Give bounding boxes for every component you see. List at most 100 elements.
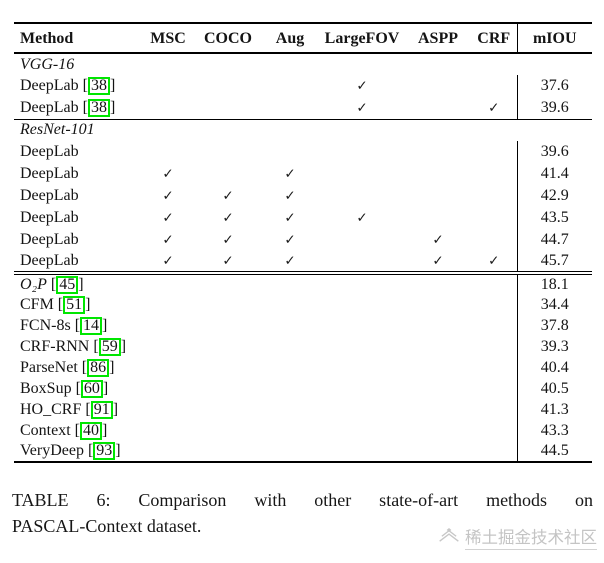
miou-value: 43.5 xyxy=(516,207,592,229)
empty-cell xyxy=(405,273,471,294)
table-row: O₂P [45] 18.1 xyxy=(14,273,592,294)
empty-cell xyxy=(319,229,405,251)
check-mark: ✓ xyxy=(162,253,174,269)
table-row: FCN-8s [14] 37.8 xyxy=(14,315,592,336)
miou-value: 37.8 xyxy=(516,315,592,336)
empty-cell xyxy=(261,357,319,378)
table-row: DeepLab ✓ ✓ ✓ ✓ 43.5 xyxy=(14,207,592,229)
miou-value: 34.4 xyxy=(516,294,592,315)
empty-cell xyxy=(141,315,195,336)
citation-link[interactable]: 51 xyxy=(63,295,86,314)
empty-cell xyxy=(319,399,405,420)
citation-link[interactable]: 14 xyxy=(80,316,103,335)
citation-link[interactable]: 59 xyxy=(98,337,121,356)
empty-cell xyxy=(405,185,471,207)
miou-value: 41.3 xyxy=(516,399,592,420)
method-name: DeepLab xyxy=(20,187,79,204)
method-name: DeepLab xyxy=(20,165,79,182)
empty-cell xyxy=(141,273,195,294)
empty-cell xyxy=(195,163,261,185)
empty-cell xyxy=(141,336,195,357)
empty-cell xyxy=(471,185,517,207)
table-row: DeepLab ✓ ✓ ✓ ✓ 44.7 xyxy=(14,229,592,251)
check-mark: ✓ xyxy=(432,253,444,269)
section-title-row: ResNet-101 xyxy=(14,119,592,141)
table-header: Method MSC COCO Aug LargeFOV ASPP CRF mIOU xyxy=(14,23,592,53)
method-cell: DeepLab [38] xyxy=(20,77,116,95)
method-cell: O₂P [45] xyxy=(20,275,84,294)
empty-cell xyxy=(405,207,471,229)
empty-cell xyxy=(195,357,261,378)
empty-cell xyxy=(471,207,517,229)
check-mark: ✓ xyxy=(162,210,174,226)
check-mark: ✓ xyxy=(356,99,368,116)
empty-cell xyxy=(319,141,405,163)
method-name: Context xyxy=(20,421,71,439)
empty-cell xyxy=(141,357,195,378)
results-table: Method MSC COCO Aug LargeFOV ASPP CRF mIOU VGG-… xyxy=(14,22,592,463)
citation-link[interactable]: 86 xyxy=(87,358,110,377)
miou-value: 45.7 xyxy=(516,251,592,273)
column-header-miou: mIOU xyxy=(516,23,592,53)
empty-cell xyxy=(195,294,261,315)
column-header-largefov: LargeFOV xyxy=(324,30,400,47)
miou-value: 40.5 xyxy=(516,378,592,399)
miou-value: 37.6 xyxy=(516,75,592,97)
table-row: DeepLab ✓ ✓ ✓ ✓ ✓ 45.7 xyxy=(14,251,592,273)
check-mark: ✓ xyxy=(284,210,296,226)
method-cell: DeepLab xyxy=(14,163,141,185)
column-header-method: Method xyxy=(20,30,74,47)
citation-link[interactable]: 91 xyxy=(90,400,113,419)
citation-link[interactable]: 38 xyxy=(87,77,110,95)
check-mark: ✓ xyxy=(488,99,500,116)
section-title-row: VGG-16 xyxy=(14,53,592,75)
empty-cell xyxy=(405,420,471,441)
empty-cell xyxy=(195,97,261,119)
empty-cell xyxy=(319,378,405,399)
empty-cell xyxy=(195,441,261,462)
citation-link[interactable]: 60 xyxy=(80,379,103,398)
empty-cell xyxy=(195,420,261,441)
empty-cell xyxy=(405,315,471,336)
citation-link[interactable]: 93 xyxy=(93,442,116,460)
method-name: O₂P xyxy=(20,275,47,293)
empty-cell xyxy=(319,294,405,315)
method-cell: BoxSup [60] xyxy=(20,379,109,398)
table-row: CRF-RNN [59] 39.3 xyxy=(14,336,592,357)
column-header-aug: Aug xyxy=(275,30,305,47)
table-row: HO_CRF [91] 41.3 xyxy=(14,399,592,420)
miou-value: 44.5 xyxy=(516,441,592,462)
table-caption: TABLE 6: Comparison with other state-of-… xyxy=(12,487,593,539)
empty-cell xyxy=(195,273,261,294)
citation-link[interactable]: 38 xyxy=(87,98,110,117)
check-mark: ✓ xyxy=(222,253,234,269)
table-row: DeepLab [38] ✓ 37.6 xyxy=(14,75,592,97)
empty-cell xyxy=(261,75,319,97)
check-mark: ✓ xyxy=(222,188,234,204)
method-cell: CFM [51] xyxy=(20,295,91,314)
empty-cell xyxy=(471,336,517,357)
empty-cell xyxy=(405,357,471,378)
empty-cell xyxy=(471,294,517,315)
citation-link[interactable]: 40 xyxy=(80,421,102,440)
empty-cell xyxy=(405,336,471,357)
empty-cell xyxy=(195,336,261,357)
check-mark: ✓ xyxy=(162,188,174,204)
check-mark: ✓ xyxy=(284,188,296,204)
header-row: Method MSC COCO Aug LargeFOV ASPP CRF mIOU xyxy=(14,23,592,53)
miou-value: 42.9 xyxy=(516,185,592,207)
section-title: ResNet-101 xyxy=(20,121,95,139)
empty-cell xyxy=(319,357,405,378)
miou-value: 40.4 xyxy=(516,357,592,378)
section-title: VGG-16 xyxy=(20,55,75,73)
empty-cell xyxy=(261,294,319,315)
empty-cell xyxy=(319,336,405,357)
check-mark: ✓ xyxy=(284,253,296,269)
method-cell: DeepLab xyxy=(14,229,141,251)
empty-cell xyxy=(471,315,517,336)
juejin-logo-icon xyxy=(438,526,460,548)
citation-link[interactable]: 45 xyxy=(56,275,79,294)
empty-cell xyxy=(405,163,471,185)
check-mark: ✓ xyxy=(284,232,296,248)
miou-value: 39.3 xyxy=(516,336,592,357)
